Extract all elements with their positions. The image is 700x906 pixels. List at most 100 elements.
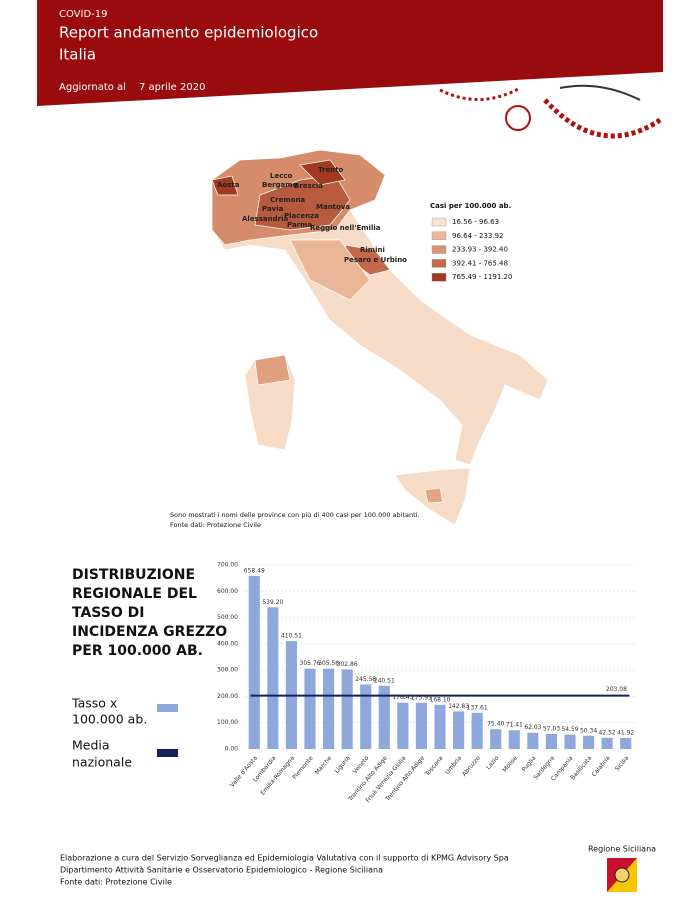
legend-swatch: [431, 259, 447, 268]
footer-line: Elaborazione a cura del Servizio Sorvegl…: [60, 854, 509, 863]
legend-swatch: [157, 749, 178, 757]
chart-title: REGIONALE DEL: [72, 586, 197, 602]
bar: [434, 704, 446, 749]
chart-title: DISTRIBUZIONE: [72, 567, 195, 583]
value-label: 539.20: [262, 599, 283, 606]
value-label: 302.86: [337, 661, 358, 668]
map-legend: 16.56 - 96.63 96.64 - 233.92 233.93 - 392.…: [431, 217, 512, 282]
legend-label: 765.49 - 1191.20: [452, 273, 512, 281]
province-label: Pavia: [262, 205, 284, 213]
province-label: Rimini: [360, 246, 385, 254]
virus-decoration: [439, 84, 662, 139]
bar: [601, 737, 613, 749]
map-note: Fonte dati: Protezione Civile: [170, 521, 261, 529]
legend-label: nazionale: [72, 755, 132, 770]
italy-map: [211, 149, 549, 526]
province-label: Pesaro e Urbino: [344, 256, 407, 264]
average-label: 203.08: [606, 686, 627, 693]
value-label: 75.40: [487, 721, 504, 728]
value-label: 658.49: [244, 567, 265, 574]
y-tick-label: 600.00: [217, 588, 238, 595]
province-label: Alessandria: [242, 215, 288, 223]
value-label: 57.03: [543, 726, 560, 733]
bar: [341, 669, 353, 749]
bar: [267, 607, 279, 749]
value-label: 50.34: [580, 727, 597, 734]
chart-title: PER 100.000 AB.: [72, 643, 203, 659]
x-tick-label: Valle d'Aosta: [229, 755, 259, 789]
logo-label: Regione Siciliana: [588, 845, 656, 854]
value-label: 142.83: [448, 703, 469, 710]
legend-label: Media: [72, 738, 110, 753]
x-tick-label: Sicilia: [614, 755, 631, 773]
province-label: Cremona: [270, 196, 305, 204]
legend-label: 100.000 ab.: [72, 712, 147, 727]
legend-label: 392.41 - 765.48: [452, 259, 508, 267]
legend-swatch: [431, 245, 447, 254]
bar: [471, 712, 483, 749]
value-label: 71.41: [506, 722, 523, 729]
province-label: Bergamo: [262, 181, 298, 189]
value-label: 410.51: [281, 633, 302, 640]
bar: [415, 702, 427, 749]
y-tick-label: 400.00: [217, 640, 238, 647]
chart-title: TASSO DI: [72, 605, 144, 621]
header-title: Italia: [59, 46, 96, 64]
value-label: 41.92: [617, 729, 634, 736]
bar: [378, 685, 390, 749]
x-tick-label: Lazio: [485, 755, 501, 772]
bar: [360, 684, 372, 749]
bar: [248, 575, 260, 749]
bar: [323, 668, 335, 749]
x-tick-label: Abruzzo: [461, 755, 482, 778]
province-label: Brescia: [294, 182, 323, 190]
y-tick-label: 500.00: [217, 614, 238, 621]
bar: [583, 735, 595, 749]
value-label: 54.59: [561, 726, 578, 733]
bar: [508, 730, 520, 749]
bar: [620, 737, 632, 749]
value-label: 137.61: [467, 704, 488, 711]
value-label: 168.10: [430, 696, 451, 703]
bar: [545, 734, 557, 749]
logo: [607, 858, 637, 892]
bar: [564, 734, 576, 749]
value-label: 62.03: [524, 724, 541, 731]
bar-chart: 0.00 100.00 200.00 300.00 400.00 500.00 600.00…: [217, 562, 635, 804]
province-label: Reggio nell'Emilia: [310, 224, 381, 232]
legend-label: 96.64 - 233.92: [452, 232, 504, 240]
value-label: 305.56: [318, 660, 339, 667]
value-label: 240.51: [374, 677, 395, 684]
x-tick-label: Liguria: [333, 755, 352, 775]
footer-line: Dipartimento Attività Sanitarie e Osserv…: [60, 866, 383, 875]
y-tick-label: 700.00: [217, 562, 238, 569]
bar: [453, 711, 465, 749]
province-label: Aosta: [217, 181, 240, 189]
header-band: [37, 0, 663, 106]
province-label: Trento: [318, 166, 344, 174]
header-tag: COVID-19: [59, 9, 108, 20]
bar: [490, 729, 502, 749]
footer-line: Fonte dati: Protezione Civile: [60, 878, 172, 887]
province-label: Lecco: [270, 172, 293, 180]
y-tick-label: 300.00: [217, 667, 238, 674]
legend-label: 233.93 - 392.40: [452, 246, 508, 254]
updated-date: 7 aprile 2020: [139, 82, 205, 93]
x-tick-label: Molise: [501, 755, 519, 774]
legend-swatch: [431, 273, 447, 282]
legend-label: 16.56 - 96.63: [452, 218, 499, 226]
value-label: 305.76: [300, 660, 321, 667]
chart-title: INCIDENZA GREZZO: [72, 624, 227, 640]
x-tick-label: Puglia: [521, 755, 538, 774]
bar: [304, 668, 316, 749]
legend-swatch: [431, 231, 447, 241]
updated-label: Aggiornato al: [59, 82, 126, 93]
map-legend-title: Casi per 100.000 ab.: [430, 202, 511, 210]
province-label: Piacenza: [284, 212, 319, 220]
legend-label: Tasso x: [71, 696, 117, 711]
bar: [397, 702, 409, 749]
province-label: Parma: [287, 221, 312, 229]
x-tick-label: Marche: [314, 755, 334, 777]
